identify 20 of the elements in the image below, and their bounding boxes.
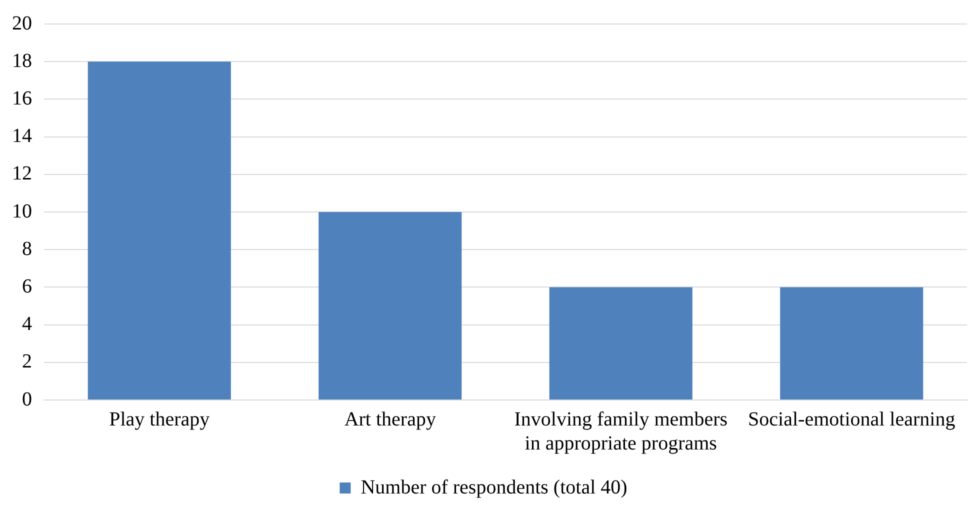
bar <box>549 287 692 400</box>
y-tick-label: 14 <box>12 125 32 148</box>
x-tick-label: Social-emotional learning <box>748 408 956 430</box>
y-tick-label: 8 <box>22 238 32 260</box>
y-tick-label: 0 <box>22 388 32 410</box>
bar <box>318 212 462 400</box>
y-tick-label: 12 <box>12 162 32 185</box>
y-tick-label: 16 <box>12 87 32 110</box>
bar <box>88 62 231 400</box>
y-tick-label: 10 <box>12 200 32 222</box>
y-tick-label: 4 <box>22 313 32 336</box>
y-tick-label: 20 <box>12 12 32 34</box>
x-tick-label: Involving family members in appropriate programs <box>514 408 728 454</box>
bar <box>780 287 924 400</box>
x-tick-label: Play therapy <box>109 408 210 430</box>
x-tick-label: Art therapy <box>344 408 436 430</box>
y-tick-label: 18 <box>12 50 32 72</box>
y-tick-label: 2 <box>22 350 32 373</box>
y-tick-label: 6 <box>22 275 32 298</box>
legend-label: Number of respondents (total 40) <box>360 476 628 498</box>
